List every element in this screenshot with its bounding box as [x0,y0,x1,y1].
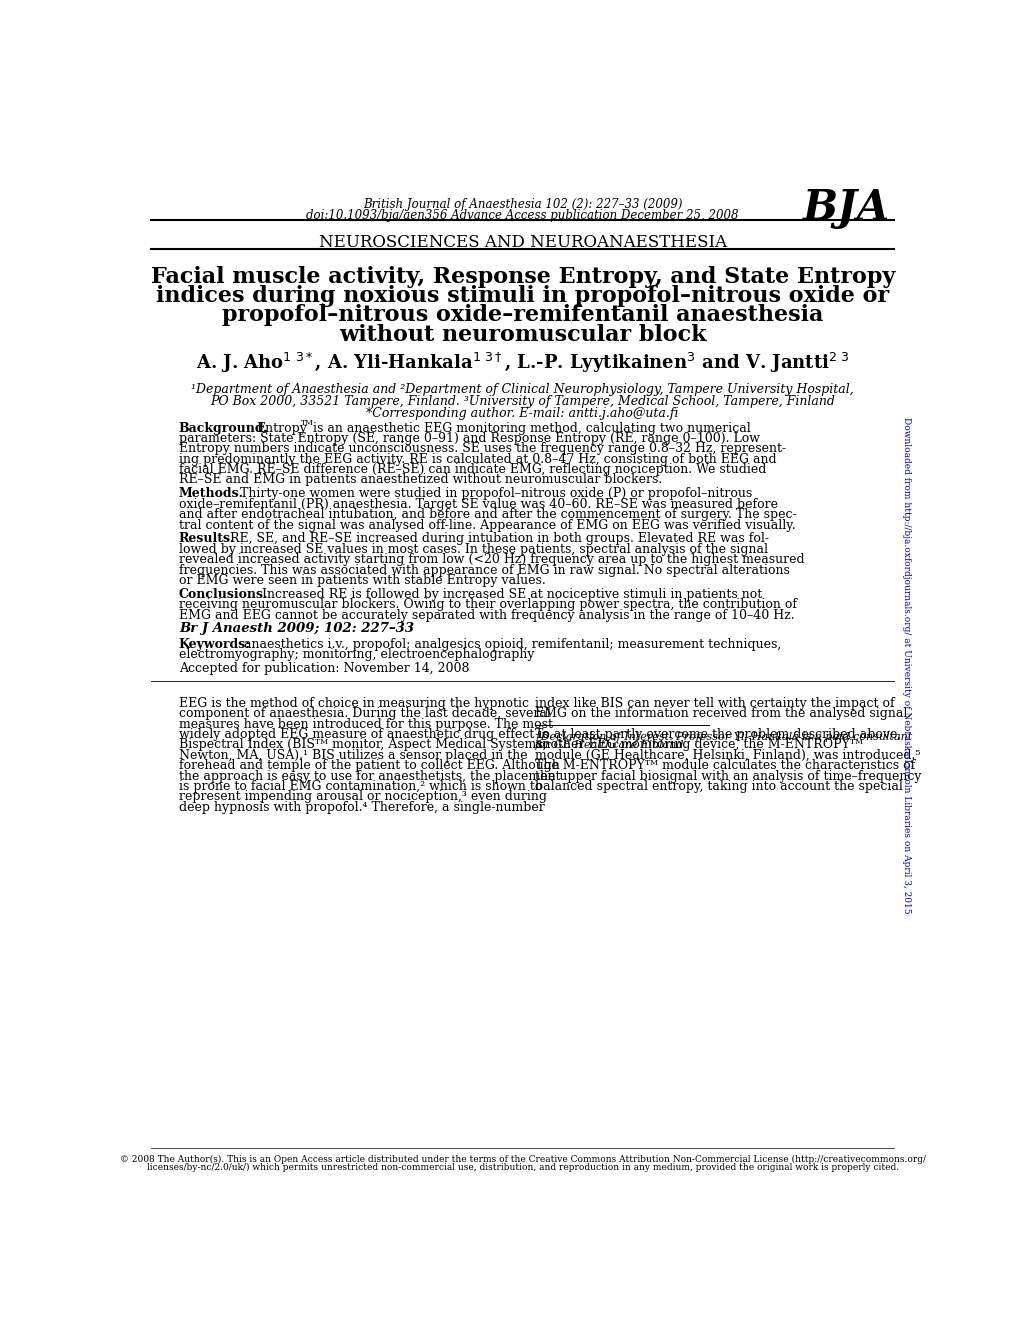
Text: electromyography; monitoring, electroencephalography: electromyography; monitoring, electroenc… [178,648,534,662]
Text: forehead and temple of the patient to collect EEG. Although: forehead and temple of the patient to co… [178,759,559,772]
Text: Accepted for publication: November 14, 2008: Accepted for publication: November 14, 2… [178,662,469,675]
Text: frequencies. This was associated with appearance of EMG in raw signal. No spectr: frequencies. This was associated with ap… [178,564,789,576]
Text: Bispectral Index (BISᵀᴹ monitor, Aspect Medical Systems,: Bispectral Index (BISᵀᴹ monitor, Aspect … [178,738,546,751]
Text: EMG on the information received from the analysed signal.: EMG on the information received from the… [534,708,910,720]
Text: lowed by increased SE values in most cases. In these patients, spectral analysis: lowed by increased SE values in most cas… [178,543,767,556]
Text: Facial muscle activity, Response Entropy, and State Entropy: Facial muscle activity, Response Entropy… [151,266,894,287]
Text: Results.: Results. [178,532,235,546]
Text: propofol–nitrous oxide–remifentanil anaesthesia: propofol–nitrous oxide–remifentanil anae… [222,304,822,327]
Text: Keywords:: Keywords: [178,638,251,651]
Text: British Journal of Anaesthesia 102 (2): 227–33 (2009): British Journal of Anaesthesia 102 (2): … [363,198,682,211]
Text: doi:10.1093/bja/aen356 Advance Access publication December 25, 2008: doi:10.1093/bja/aen356 Advance Access pu… [306,210,739,221]
Text: ing predominantly the EEG activity. RE is calculated at 0.8–47 Hz, consisting of: ing predominantly the EEG activity. RE i… [178,452,775,465]
Text: deep hypnosis with propofol.⁴ Therefore, a single-number: deep hypnosis with propofol.⁴ Therefore,… [178,801,544,813]
Text: receiving neuromuscular blockers. Owing to their overlapping power spectra, the : receiving neuromuscular blockers. Owing … [178,598,796,612]
Text: is an anaesthetic EEG monitoring method, calculating two numerical: is an anaesthetic EEG monitoring method,… [313,422,750,435]
Text: NEUROSCIENCES AND NEUROANAESTHESIA: NEUROSCIENCES AND NEUROANAESTHESIA [318,233,727,250]
Text: EMG and EEG cannot be accurately separated with frequency analysis in the range : EMG and EEG cannot be accurately separat… [178,609,794,622]
Text: Entropy numbers indicate unconsciousness. SE uses the frequency range 0.8–32 Hz,: Entropy numbers indicate unconsciousness… [178,443,786,455]
Text: is prone to facial EMG contamination,² which is shown to: is prone to facial EMG contamination,² w… [178,780,542,793]
Text: Entropy: Entropy [256,422,307,435]
Text: for GE Healthcare Finland.: for GE Healthcare Finland. [534,741,687,750]
Text: TM: TM [302,419,314,427]
Text: anaesthetics i.v., propofol; analgesics opioid, remifentanil; measurement techni: anaesthetics i.v., propofol; analgesics … [244,638,781,651]
Text: without neuromuscular block: without neuromuscular block [338,324,706,345]
Text: parameters: State Entropy (SE, range 0–91) and Response Entropy (RE, range 0–100: parameters: State Entropy (SE, range 0–9… [178,432,759,445]
Text: Conclusions.: Conclusions. [178,588,268,601]
Text: Newton, MA, USA).¹ BIS utilizes a sensor placed in the: Newton, MA, USA).¹ BIS utilizes a sensor… [178,749,527,762]
Text: widely adopted EEG measure of anaesthetic drug effect is: widely adopted EEG measure of anaestheti… [178,728,548,741]
Text: revealed increased activity starting from low (<20 Hz) frequency area up to the : revealed increased activity starting fro… [178,554,804,567]
Text: PO Box 2000, 33521 Tampere, Finland. ³University of Tampere, Medical School, Tam: PO Box 2000, 33521 Tampere, Finland. ³Un… [210,394,835,407]
Text: Increased RE is followed by increased SE at nociceptive stimuli in patients not: Increased RE is followed by increased SE… [262,588,761,601]
Text: licenses/by-nc/2.0/uk/) which permits unrestricted non-commercial use, distribut: licenses/by-nc/2.0/uk/) which permits un… [147,1162,898,1172]
Text: oxide–remifentanil (PR) anaesthesia. Target SE value was 40–60. RE–SE was measur: oxide–remifentanil (PR) anaesthesia. Tar… [178,498,777,511]
Text: BJA: BJA [802,187,890,229]
Text: A. J. Aho$^{1\ 3*}$, A. Yli-Hankala$^{1\ 3\dagger}$, L.-P. Lyytikainen$^{3}$ and: A. J. Aho$^{1\ 3*}$, A. Yli-Hankala$^{1\… [196,351,849,374]
Text: Methods.: Methods. [178,488,244,501]
Text: or EMG were seen in patients with stable Entropy values.: or EMG were seen in patients with stable… [178,573,545,587]
Text: †Declaration of Interest. Professor Yli-Hankala is a paid consultant: †Declaration of Interest. Professor Yli-… [534,731,911,742]
Text: represent impending arousal or nociception,³ even during: represent impending arousal or nocicepti… [178,791,546,804]
Text: component of anaesthesia. During the last decade, several: component of anaesthesia. During the las… [178,708,550,720]
Text: *Corresponding author. E-mail: antti.j.aho@uta.fi: *Corresponding author. E-mail: antti.j.a… [366,407,679,420]
Text: RE–SE and EMG in patients anaesthetized without neuromuscular blockers.: RE–SE and EMG in patients anaesthetized … [178,473,661,486]
Text: measures have been introduced for this purpose. The most: measures have been introduced for this p… [178,717,552,730]
Text: To at least partly overcome the problem described above,: To at least partly overcome the problem … [534,728,900,741]
Text: © 2008 The Author(s). This is an Open Access article distributed under the terms: © 2008 The Author(s). This is an Open Ac… [119,1156,925,1164]
Text: facial EMG. RE–SE difference (RE–SE) can indicate EMG, reflecting nociception. W: facial EMG. RE–SE difference (RE–SE) can… [178,463,765,476]
Text: index like BIS can never tell with certainty the impact of: index like BIS can never tell with certa… [534,697,894,710]
Text: EEG is the method of choice in measuring the hypnotic: EEG is the method of choice in measuring… [178,697,529,710]
Text: another EEG monitoring device, the M-ENTROPYᵀᴹ: another EEG monitoring device, the M-ENT… [534,738,862,751]
Text: Thirty-one women were studied in propofol–nitrous oxide (P) or propofol–nitrous: Thirty-one women were studied in propofo… [239,488,751,501]
Text: Background.: Background. [178,422,269,435]
Text: and after endotracheal intubation, and before and after the commencement of surg: and after endotracheal intubation, and b… [178,509,796,521]
Text: The M-ENTROPYᵀᴹ module calculates the characteristics of: The M-ENTROPYᵀᴹ module calculates the ch… [534,759,914,772]
Text: balanced spectral entropy, taking into account the special: balanced spectral entropy, taking into a… [534,780,902,793]
Text: ¹Department of Anaesthesia and ²Department of Clinical Neurophysiology, Tampere : ¹Department of Anaesthesia and ²Departme… [192,384,853,395]
Text: the upper facial biosignal with an analysis of time–frequency: the upper facial biosignal with an analy… [534,770,920,783]
Text: RE, SE, and RE–SE increased during intubation in both groups. Elevated RE was fo: RE, SE, and RE–SE increased during intub… [230,532,768,546]
Text: indices during noxious stimuli in propofol–nitrous oxide or: indices during noxious stimuli in propof… [156,285,889,307]
Text: the approach is easy to use for anaesthetists, the placement: the approach is easy to use for anaesthe… [178,770,559,783]
Text: Br J Anaesth 2009; 102: 227–33: Br J Anaesth 2009; 102: 227–33 [178,622,414,635]
Text: module (GE Healthcare, Helsinki, Finland), was introduced.⁵: module (GE Healthcare, Helsinki, Finland… [534,749,919,762]
Text: tral content of the signal was analysed off-line. Appearance of EMG on EEG was v: tral content of the signal was analysed … [178,518,795,531]
Text: Downloaded from http://bja.oxfordjournals.org/ at University of Nebraska-Lincoln: Downloaded from http://bja.oxfordjournal… [902,418,911,913]
